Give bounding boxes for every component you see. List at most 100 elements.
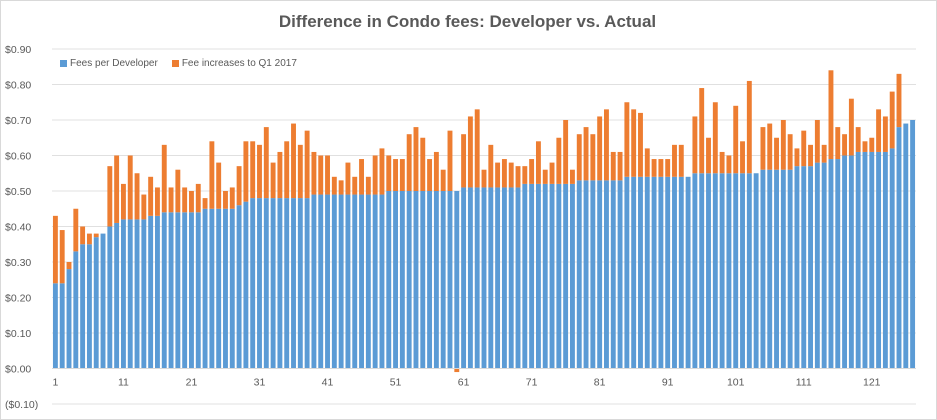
bar-developer — [134, 219, 140, 369]
bar-developer — [59, 283, 65, 369]
bar-increase — [549, 162, 555, 184]
bar-developer — [243, 201, 249, 369]
y-tick-label: $0.40 — [5, 222, 31, 234]
bar-increase — [202, 198, 208, 209]
bar-developer — [576, 180, 582, 369]
bar-increase — [223, 191, 228, 209]
bar-increase — [195, 183, 201, 213]
bar-increase — [114, 155, 120, 223]
bar-increase — [420, 137, 426, 191]
bar-increase — [189, 191, 194, 213]
bar-increase — [154, 187, 160, 216]
bar-developer — [651, 176, 657, 369]
bar-developer — [318, 194, 324, 369]
bar-developer — [597, 180, 603, 369]
y-tick-label: $0.80 — [5, 80, 31, 92]
bar-developer — [767, 169, 773, 369]
bar-developer — [522, 183, 528, 369]
bar-increase — [209, 141, 215, 209]
bar-increase — [474, 109, 480, 188]
bar-developer — [699, 173, 705, 369]
bar-increase — [726, 155, 732, 174]
bar-developer — [733, 173, 739, 369]
bar-developer — [66, 269, 72, 369]
bar-developer — [52, 283, 58, 369]
chart-title: Difference in Condo fees: Developer vs. … — [278, 12, 657, 31]
bar-increase — [508, 162, 514, 188]
bar-developer — [794, 166, 800, 369]
bar-increase — [427, 159, 433, 191]
bar-developer — [182, 212, 188, 369]
bar-developer — [229, 208, 235, 369]
bar-developer — [352, 194, 358, 369]
bar-developer — [474, 187, 480, 369]
bar-increase — [331, 176, 337, 195]
bar-developer — [154, 215, 160, 369]
bar-developer — [223, 208, 228, 369]
bar-developer — [753, 173, 759, 369]
series-increase-bars — [52, 70, 902, 373]
bar-developer — [726, 173, 732, 369]
bar-increase — [107, 166, 113, 227]
bar-developer — [814, 162, 820, 369]
x-axis-ticks: 1 11 21 31 41 51 61 71 81 91 101 111 121 — [52, 377, 880, 389]
bar-developer — [672, 176, 677, 369]
bar-increase — [59, 230, 65, 284]
y-tick-label: ($0.10) — [5, 399, 38, 411]
bar-developer — [801, 166, 807, 369]
y-axis-ticks: ($0.10) $0.00 $0.10 $0.20 $0.30 $0.40 $0.50 $0.… — [5, 44, 38, 411]
bar-increase — [440, 169, 446, 191]
y-tick-label: $0.00 — [5, 364, 31, 376]
bar-developer — [331, 194, 337, 369]
bar-developer — [556, 183, 562, 369]
bar-developer — [855, 151, 861, 369]
bar-increase — [610, 151, 616, 181]
bar-increase — [665, 159, 671, 177]
bar-developer — [746, 173, 752, 369]
legend-label-developer: Fees per Developer — [70, 58, 158, 69]
bar-increase — [311, 151, 317, 195]
bar-developer — [610, 180, 616, 369]
bar-increase — [692, 116, 698, 174]
bar-increase — [896, 73, 902, 128]
bar-increase — [229, 187, 235, 209]
bar-developer — [277, 198, 283, 369]
bar-increase — [399, 159, 405, 191]
bar-increase — [66, 262, 72, 270]
x-tick-label: 121 — [863, 377, 881, 389]
bar-increase — [413, 127, 419, 191]
y-tick-label: $0.70 — [5, 115, 31, 127]
bar-increase — [257, 144, 262, 199]
bar-increase — [379, 148, 385, 195]
bar-developer — [420, 191, 426, 369]
bar-increase — [767, 123, 773, 170]
bar-developer — [440, 191, 446, 369]
bar-increase — [393, 159, 399, 191]
bar-developer — [359, 194, 364, 369]
bar-increase — [569, 169, 575, 184]
x-tick-label: 1 — [52, 377, 58, 389]
bar-increase — [175, 169, 181, 213]
bar-increase — [161, 144, 167, 213]
bar-increase — [359, 159, 364, 195]
bar-developer — [257, 198, 262, 369]
bar-increase — [345, 162, 351, 195]
bar-increase — [522, 166, 528, 184]
bar-increase — [556, 137, 562, 184]
bar-increase — [835, 127, 841, 160]
bar-developer — [481, 187, 487, 369]
bar-increase — [821, 144, 827, 163]
bar-developer — [454, 191, 460, 369]
bar-developer — [120, 219, 126, 369]
bar-developer — [250, 198, 256, 369]
bar-developer — [345, 194, 351, 369]
bar-developer — [563, 183, 569, 369]
bar-increase — [73, 208, 79, 252]
bar-developer — [685, 176, 691, 369]
bar-increase — [780, 120, 786, 170]
bar-developer — [338, 194, 344, 369]
bar-developer — [447, 191, 453, 369]
bar-increase — [719, 151, 725, 174]
bar-increase — [882, 116, 888, 152]
